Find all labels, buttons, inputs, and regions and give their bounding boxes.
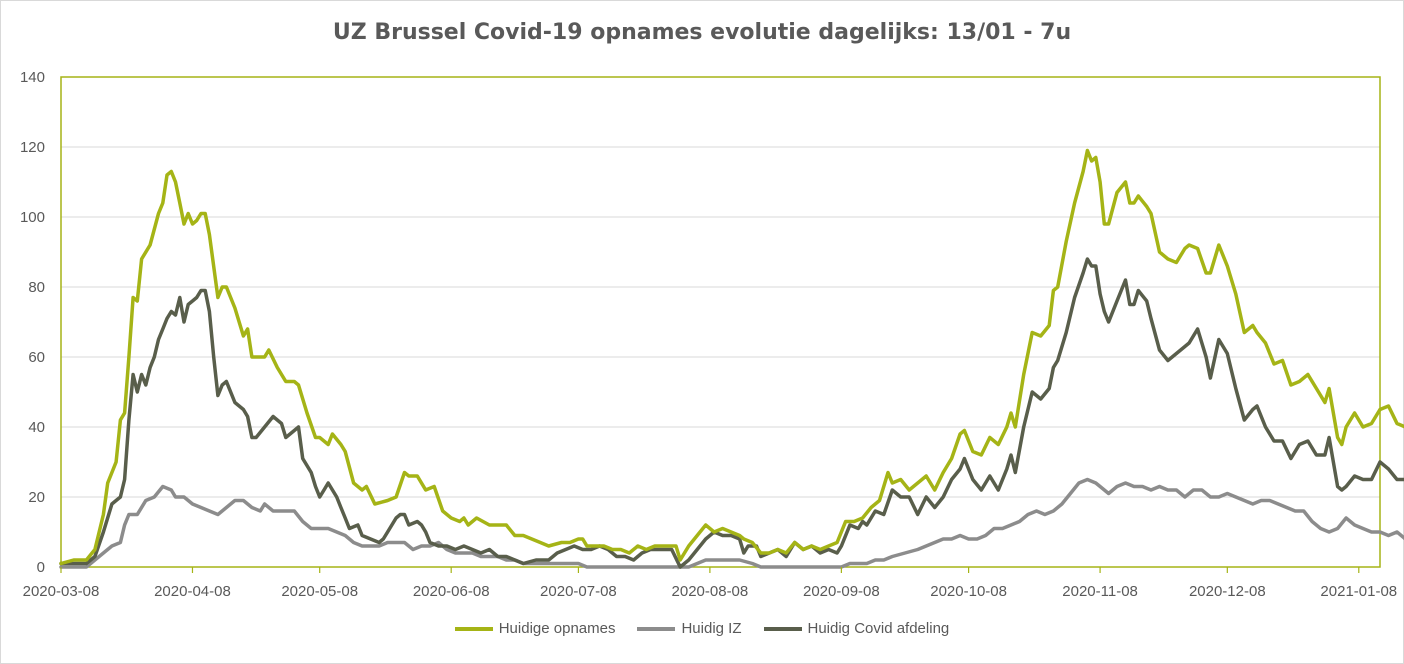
legend-swatch-huidige-opnames bbox=[454, 626, 493, 631]
legend-swatch-huidig-covid-afdeling bbox=[763, 626, 802, 631]
chart-title: UZ Brussel Covid-19 opnames evolutie dag… bbox=[332, 20, 1072, 45]
y-tick-label: 80 bbox=[28, 279, 45, 296]
legend: Huidige opnames Huidig IZ Huidig Covid a… bbox=[0, 620, 1404, 637]
legend-label: Huidige opnames bbox=[498, 620, 616, 637]
y-tick-label: 0 bbox=[37, 559, 45, 576]
series-lines bbox=[59, 148, 1404, 569]
gridlines bbox=[61, 146, 1380, 498]
x-tick-label: 2020-10-08 bbox=[930, 583, 1007, 600]
x-tick-label: 2020-12-08 bbox=[1189, 583, 1266, 600]
x-tick-label: 2020-09-08 bbox=[803, 583, 880, 600]
x-tick-label: 2021-01-08 bbox=[1320, 583, 1397, 600]
y-tick-label: 140 bbox=[20, 69, 45, 86]
y-tick-label: 60 bbox=[28, 349, 45, 366]
y-tick-label: 100 bbox=[20, 209, 45, 226]
x-tick-label: 2020-06-08 bbox=[413, 583, 490, 600]
x-tick-label: 2020-04-08 bbox=[154, 583, 231, 600]
legend-item-huidig-covid-afdeling[interactable]: Huidig Covid afdeling bbox=[763, 620, 950, 637]
legend-item-huidig-iz[interactable]: Huidig IZ bbox=[637, 620, 742, 637]
x-tick-label: 2020-05-08 bbox=[281, 583, 358, 600]
plot-area-border bbox=[60, 76, 1381, 568]
series-line-huidig-covid-afdeling bbox=[59, 257, 1404, 569]
x-tick-label: 2020-08-08 bbox=[672, 583, 749, 600]
y-tick-label: 20 bbox=[28, 489, 45, 506]
legend-label: Huidig Covid afdeling bbox=[807, 620, 950, 637]
y-tick-label: 40 bbox=[28, 419, 45, 436]
legend-swatch-huidig-iz bbox=[637, 626, 676, 631]
y-tick-label: 120 bbox=[20, 139, 45, 156]
legend-label: Huidig IZ bbox=[681, 620, 742, 637]
series-line-huidig-iz bbox=[59, 477, 1404, 569]
series-line-huidige-opnames bbox=[59, 148, 1404, 566]
x-tick-label: 2020-11-08 bbox=[1062, 583, 1138, 600]
x-axis-ticks: 2020-03-08 2020-04-08 2020-05-08 2020-06-08… bbox=[23, 567, 1397, 600]
x-tick-label: 2020-07-08 bbox=[540, 583, 617, 600]
y-axis-ticks: 0 20 40 60 80 100 120 140 bbox=[20, 69, 45, 576]
x-tick-label: 2020-03-08 bbox=[23, 583, 100, 600]
legend-item-huidige-opnames[interactable]: Huidige opnames bbox=[454, 620, 616, 637]
